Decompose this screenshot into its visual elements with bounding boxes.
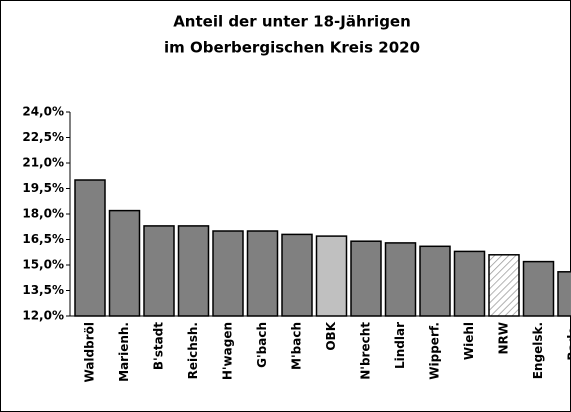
bar — [143, 225, 175, 317]
bar — [488, 254, 520, 317]
y-tick-label: 18,0% — [22, 207, 64, 221]
x-tick-label: Engelsk. — [531, 322, 545, 379]
bar — [384, 242, 417, 317]
x-tick-label: G'bach — [255, 322, 269, 368]
bar — [281, 233, 313, 317]
x-tick-label: Rade. — [566, 322, 571, 361]
y-tick-label: 15,0% — [22, 258, 64, 272]
chart-title: im Oberbergischen Kreis 2020 — [164, 39, 420, 57]
x-tick-label: Lindlar — [393, 322, 407, 369]
bar — [315, 235, 348, 317]
bar — [246, 230, 279, 317]
x-tick-label: B'stadt — [152, 322, 166, 370]
bar — [522, 260, 555, 317]
chart-title: Anteil der unter 18-Jährigen — [173, 13, 411, 31]
x-tick-label: N'brecht — [359, 322, 373, 380]
x-tick-label: Reichsh. — [186, 322, 200, 379]
x-tick-label: OBK — [324, 321, 338, 350]
y-tick-label: 21,0% — [22, 156, 64, 170]
x-tick-label: H'wagen — [221, 322, 235, 380]
bar — [557, 271, 571, 317]
bar — [419, 245, 451, 317]
y-tick-label: 22,5% — [22, 130, 64, 144]
bar — [108, 209, 141, 317]
bar — [212, 230, 244, 317]
y-tick-label: 19,5% — [22, 181, 64, 195]
bar — [453, 250, 486, 317]
y-tick-label: 16,5% — [22, 232, 64, 246]
bar — [74, 179, 106, 317]
y-tick-label: 24,0% — [22, 105, 64, 119]
x-tick-label: Wipperf. — [428, 322, 442, 380]
y-tick-label: 12,0% — [22, 309, 64, 323]
x-tick-label: NRW — [497, 322, 511, 355]
x-tick-label: Marienh. — [117, 322, 131, 382]
x-tick-label: Wiehl — [462, 322, 476, 360]
bar — [177, 225, 210, 317]
bar — [350, 240, 382, 317]
x-tick-label: M'bach — [290, 322, 304, 370]
x-tick-label: Waldbröl — [83, 322, 97, 382]
y-tick-label: 13,5% — [22, 283, 64, 297]
